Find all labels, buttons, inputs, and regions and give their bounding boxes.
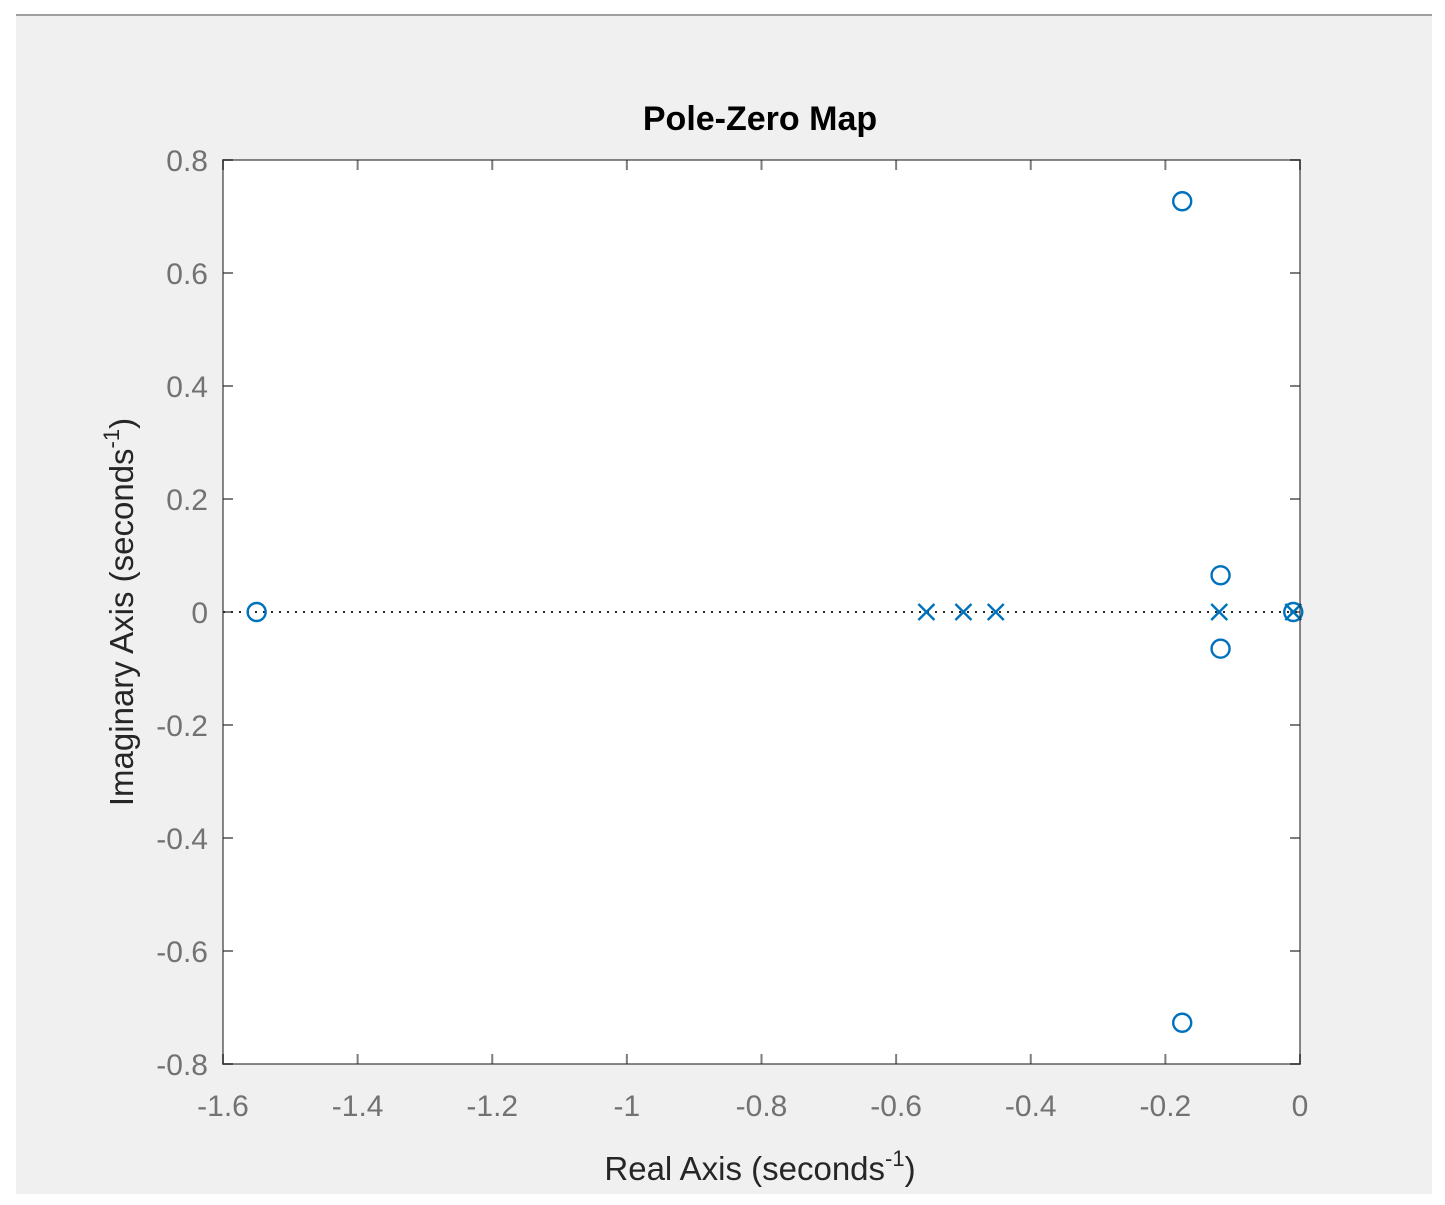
zero-marker [246,601,267,623]
y-axis-label: Imaginary Axis (seconds-1) [99,418,140,806]
x-tick-label: -0.2 [1140,1090,1192,1123]
y-tick-labels: -0.8 -0.6 -0.4 -0.2 0 0.2 0.4 0.6 0.8 [156,145,208,1082]
plot-border [222,159,1301,1065]
x-tick-label: -0.8 [736,1090,788,1123]
x-tick-label: -0.4 [1005,1090,1057,1123]
y-tick-label: -0.2 [156,710,208,743]
y-tick-label: -0.6 [156,936,208,969]
x-tick-label: 0 [1292,1090,1309,1123]
markers [246,191,1304,1033]
y-tick-label: 0.4 [166,371,208,404]
x-axis-label-sup: -1 [885,1146,905,1171]
x-axis-label-close: ) [905,1150,916,1187]
zero-marker [1283,601,1304,623]
zero-marker [1172,1012,1193,1033]
pole-marker [1210,603,1229,621]
y-tick-label: -0.8 [156,1049,208,1082]
x-tick-labels: -1.6 -1.4 -1.2 -1 -0.8 -0.6 -0.4 -0.2 0 [197,1090,1308,1123]
x-tick-label: -1.6 [197,1090,249,1123]
y-tick-label: 0 [191,597,208,630]
y-tick-label: 0.8 [166,145,208,178]
x-axis-label-text: Real Axis (seconds [604,1150,885,1187]
y-axis-label-text: Imaginary Axis (seconds [103,448,140,806]
x-tick-label: -1.2 [466,1090,518,1123]
pole-marker [954,603,973,621]
y-tick-label: 0.2 [166,484,208,517]
x-axis-label: Real Axis (seconds-1) [604,1146,915,1187]
chart-title: Pole-Zero Map [643,100,877,138]
y-axis-label-close: ) [103,418,140,429]
y-tick-label: 0.6 [166,258,208,291]
x-tick-label: -1.4 [332,1090,384,1123]
x-tick-label: -1 [614,1090,641,1123]
x-tick-label: -0.6 [870,1090,922,1123]
y-axis-label-sup: -1 [99,429,124,449]
zero-marker [1210,565,1231,586]
zero-marker [1172,191,1193,212]
zero-marker [1210,638,1231,659]
pole-marker [1284,603,1303,621]
pole-marker [986,603,1005,621]
pole-marker [917,603,936,621]
y-tick-label: -0.4 [156,823,208,856]
